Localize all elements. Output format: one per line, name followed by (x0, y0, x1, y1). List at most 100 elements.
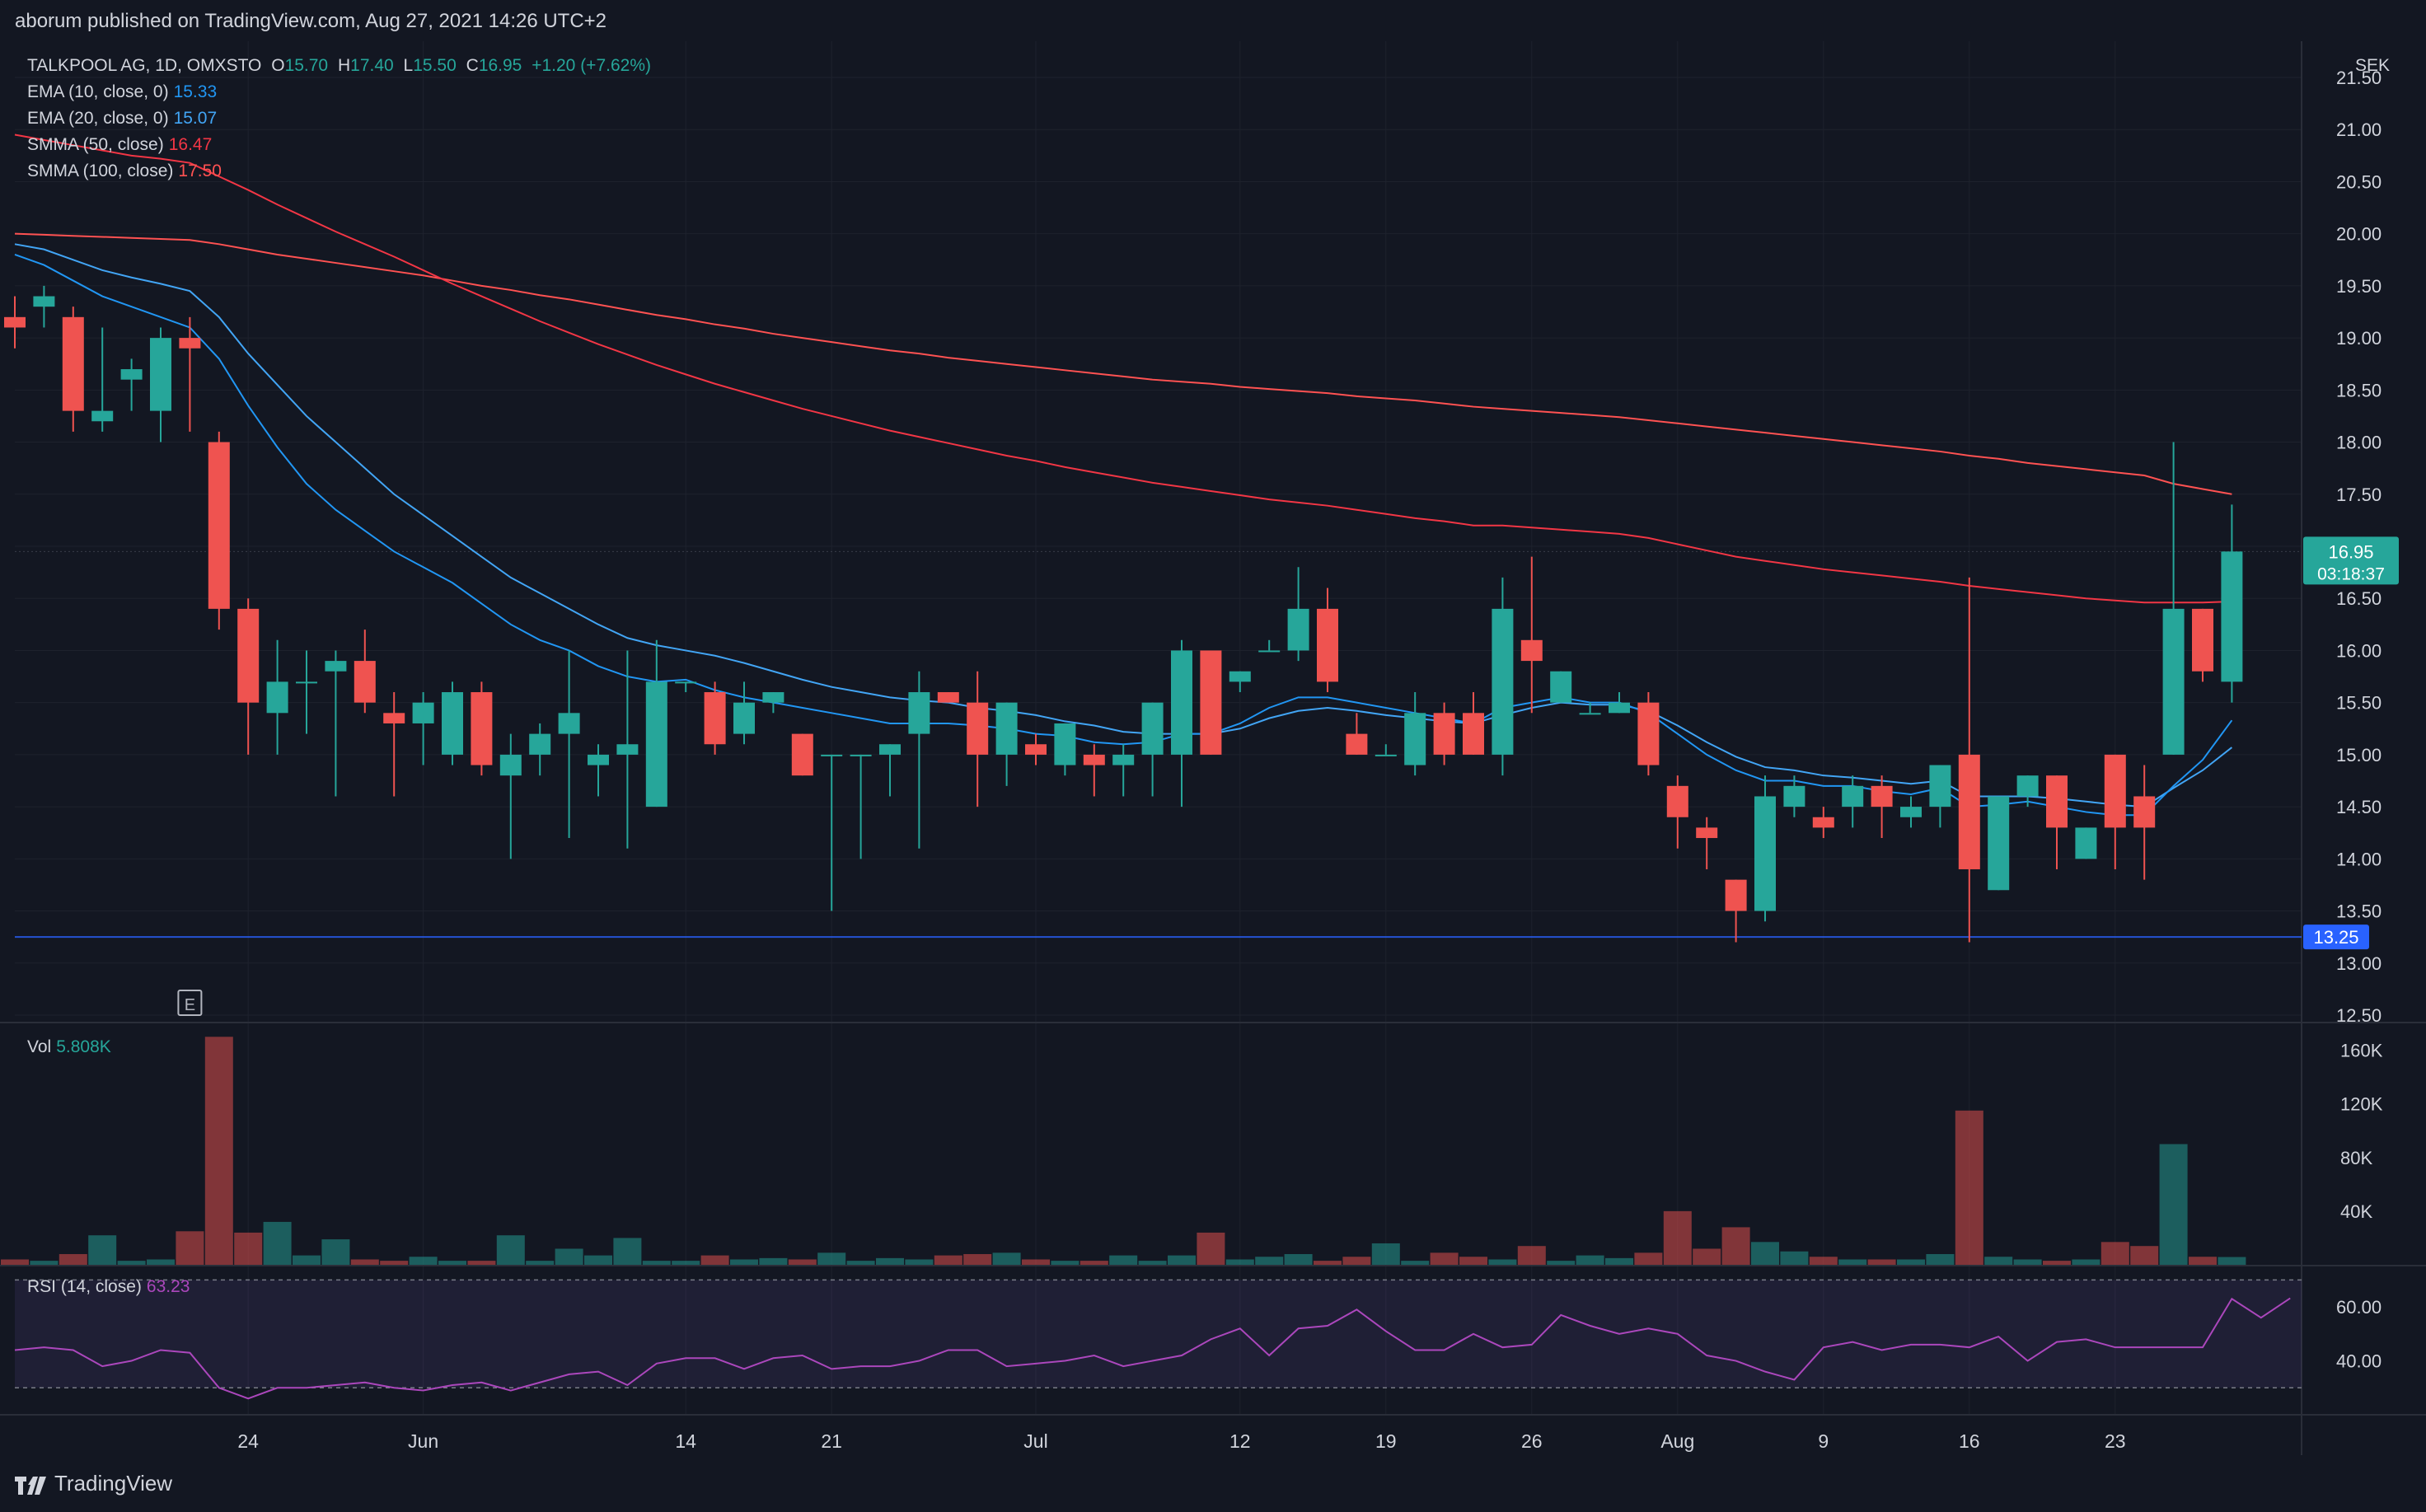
candle-body (1083, 754, 1105, 765)
volume-bar (1488, 1259, 1517, 1265)
symbol-label: TALKPOOL AG, 1D, OMXSTO (27, 56, 262, 75)
volume-bar (992, 1252, 1021, 1265)
candle (1200, 650, 1222, 755)
time-tick-label: 24 (237, 1430, 259, 1452)
candle-body (2075, 827, 2097, 859)
candle-body (850, 754, 872, 756)
open-label: O (271, 56, 285, 75)
volume-bar (876, 1257, 904, 1265)
volume-bar (1605, 1257, 1633, 1265)
tradingview-brand[interactable]: TradingView (15, 1471, 172, 1496)
candle-body (325, 661, 347, 672)
candle (354, 630, 376, 714)
candle (1141, 702, 1164, 797)
volume-bar (1138, 1261, 1167, 1265)
volume-bar (1, 1259, 29, 1265)
candle-body (733, 702, 755, 734)
candle-body (1812, 817, 1834, 828)
candle (704, 681, 726, 755)
candle (237, 598, 260, 755)
price-tick-label: 21.00 (2336, 119, 2382, 140)
rsi-tick-label: 60.00 (2336, 1297, 2382, 1318)
candle-body (499, 754, 522, 776)
volume-bar (1022, 1259, 1050, 1265)
candle-body (1112, 754, 1135, 765)
volume-bar (555, 1248, 583, 1265)
price-tick-label: 14.00 (2336, 849, 2382, 869)
volume-bar (1634, 1252, 1663, 1265)
volume-bar (59, 1253, 87, 1265)
volume-bar (817, 1252, 846, 1265)
candle (1696, 817, 1718, 869)
candle (1258, 639, 1281, 653)
volume-bar (1663, 1210, 1692, 1265)
rsi-value: 63.23 (146, 1277, 190, 1296)
price-tick-label: 15.50 (2336, 693, 2382, 714)
time-tick-label: 12 (1229, 1430, 1251, 1452)
volume-bar (2159, 1144, 2188, 1265)
candle-body (791, 733, 813, 776)
candle-body (1346, 733, 1368, 755)
volume-bar (1897, 1259, 1925, 1265)
price-tick-label: 20.50 (2336, 171, 2382, 192)
candle (2221, 504, 2243, 703)
chart-canvas[interactable]: 21.50 21.00 20.50 20.00 19.50 19.00 18.50 18.00… (0, 41, 2426, 1455)
volume-bar (1576, 1255, 1604, 1265)
candle (1025, 733, 1047, 765)
candle-body (1287, 608, 1309, 651)
volume-bar (1255, 1257, 1284, 1265)
support-tag-value: 13.25 (2313, 927, 2358, 948)
candle (1550, 671, 1572, 703)
volume-tick-label: 40K (2340, 1201, 2372, 1222)
candle-body (616, 744, 639, 755)
tradingview-logo-icon (15, 1475, 46, 1495)
candle (1812, 807, 1834, 839)
candle (967, 671, 989, 807)
candle (33, 285, 55, 328)
candle-body (1696, 827, 1718, 839)
price-tick-label: 17.50 (2336, 484, 2382, 505)
volume-bar (846, 1261, 875, 1265)
candle-body (412, 702, 434, 723)
time-tick-label: 9 (1818, 1430, 1829, 1452)
rsi-tick-label: 40.00 (2336, 1351, 2382, 1372)
candle-body (1141, 702, 1164, 755)
candle-body (1754, 796, 1776, 911)
smma50-value: 16.47 (168, 135, 213, 154)
candle-body (208, 442, 230, 609)
candle-body (442, 692, 463, 755)
candle (1609, 692, 1630, 714)
candle-body (1404, 713, 1426, 765)
close-value: 16.95 (478, 56, 522, 75)
candle-body (237, 608, 260, 703)
candle (733, 681, 755, 745)
candle (2016, 775, 2039, 807)
time-tick-label: 14 (675, 1430, 696, 1452)
volume-bar (2101, 1242, 2129, 1265)
candle (2162, 442, 2185, 755)
volume-bar (1926, 1253, 1955, 1265)
volume-bar (1342, 1257, 1371, 1265)
rsi-band (15, 1280, 2302, 1388)
low-value: 15.50 (413, 56, 457, 75)
time-tick-label: 26 (1521, 1430, 1543, 1452)
candle (1317, 587, 1338, 693)
candle (1287, 567, 1309, 662)
volume-bar (730, 1259, 758, 1265)
smma100-legend: SMMA (100, close) 17.50 (27, 161, 227, 181)
volume-bar (1721, 1227, 1750, 1265)
candle-body (1666, 785, 1688, 817)
smma100-line (14, 232, 2232, 495)
support-tag (2303, 925, 2369, 950)
candle-body (383, 713, 405, 723)
candle-body (2221, 551, 2243, 682)
volume-bar (1109, 1255, 1138, 1265)
candle (1579, 702, 1601, 715)
smma100-label: SMMA (100, close) (27, 161, 174, 180)
price-tick-label: 20.00 (2336, 224, 2382, 245)
candle (4, 296, 26, 349)
candle (937, 692, 959, 703)
time-tick-label: Aug (1660, 1430, 1694, 1452)
volume-bar (1225, 1259, 1254, 1265)
volume-bar (30, 1261, 59, 1265)
